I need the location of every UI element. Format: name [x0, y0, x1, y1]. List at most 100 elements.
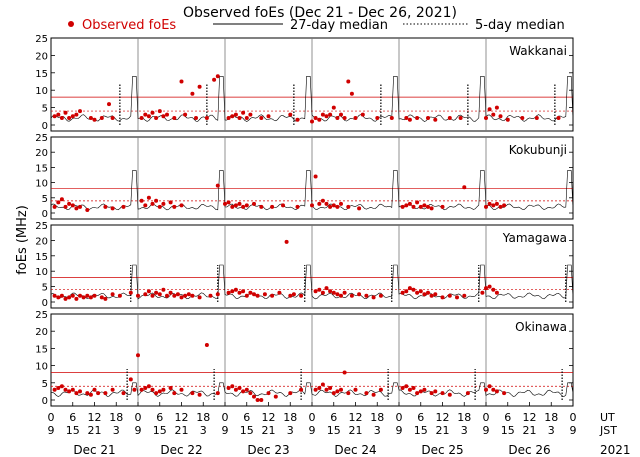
- observed-point: [429, 206, 434, 211]
- observed-point: [465, 391, 470, 396]
- observed-point: [179, 387, 184, 392]
- ut-tick-label: 12: [88, 411, 102, 424]
- jst-tick-label: 3: [374, 424, 381, 437]
- observed-point: [244, 387, 249, 392]
- observed-point: [342, 370, 347, 375]
- observed-point: [63, 204, 68, 209]
- observed-point: [244, 203, 249, 208]
- observed-point: [146, 114, 151, 119]
- observed-point: [223, 201, 227, 206]
- observed-point: [212, 77, 217, 82]
- observed-point: [146, 384, 151, 389]
- observed-point: [494, 105, 499, 110]
- observed-point: [433, 117, 438, 122]
- observed-point: [458, 116, 463, 120]
- observed-point: [498, 204, 503, 209]
- observed-point: [339, 201, 343, 206]
- observed-point: [143, 292, 148, 297]
- observed-point: [139, 116, 144, 120]
- y-tick-label: 25: [35, 34, 48, 45]
- observed-point: [346, 204, 351, 209]
- observed-point: [74, 112, 79, 117]
- observed-point: [494, 201, 499, 206]
- observed-point: [556, 116, 561, 120]
- observed-point: [67, 389, 72, 394]
- observed-point: [324, 114, 329, 119]
- observed-point: [150, 387, 155, 392]
- jst-tick-label: 15: [414, 424, 428, 437]
- observed-point: [143, 203, 148, 208]
- observed-point: [52, 387, 57, 392]
- y-tick-label: 15: [35, 163, 48, 174]
- observed-point: [491, 387, 496, 392]
- observed-point: [328, 204, 333, 209]
- observed-point: [154, 198, 159, 203]
- observed-point: [335, 292, 340, 297]
- observed-point: [404, 289, 409, 294]
- observed-point: [411, 386, 416, 390]
- day-label: Dec 26: [508, 443, 550, 457]
- observed-point: [433, 292, 438, 297]
- observed-point: [426, 290, 430, 295]
- y-tick-label: 5: [42, 194, 48, 205]
- ut-tick-label: 0: [570, 411, 577, 424]
- observed-point: [407, 117, 412, 122]
- observed-point: [190, 91, 195, 96]
- observed-point: [186, 292, 191, 297]
- observed-point: [484, 286, 488, 291]
- observed-point: [56, 112, 61, 117]
- observed-point: [88, 116, 93, 120]
- observed-point: [78, 204, 82, 209]
- observed-point: [331, 391, 336, 396]
- observed-point: [56, 295, 61, 300]
- observed-point: [295, 204, 300, 209]
- station-panel-okinawa: 0 5 10 15 20 25 Okinawa: [35, 310, 574, 407]
- observed-point: [313, 174, 318, 179]
- observed-point: [128, 377, 133, 382]
- observed-point: [150, 293, 155, 298]
- observed-point: [281, 203, 285, 208]
- observed-point: [99, 295, 104, 300]
- observed-point: [197, 392, 202, 397]
- y-tick-label: 25: [35, 310, 48, 321]
- legend: Observed foEs 27-day median 5-day median: [68, 18, 565, 33]
- observed-point: [407, 387, 412, 392]
- jst-tick-label: 9: [396, 424, 403, 437]
- observed-point: [103, 296, 108, 301]
- observed-point: [56, 386, 61, 390]
- observed-point: [400, 204, 405, 209]
- observed-point: [92, 293, 97, 298]
- observed-point: [349, 91, 354, 96]
- observed-point: [429, 391, 434, 396]
- observed-point: [92, 117, 97, 122]
- observed-point: [494, 389, 499, 394]
- observed-point: [157, 109, 162, 114]
- observed-point: [121, 204, 126, 209]
- y-tick-label: 25: [35, 221, 48, 232]
- observed-point: [339, 387, 343, 392]
- observed-point: [389, 116, 394, 120]
- ut-tick-label: 6: [330, 411, 337, 424]
- observed-point: [317, 287, 322, 292]
- observed-point: [52, 114, 57, 119]
- y-tick-label: 15: [35, 344, 48, 355]
- observed-point: [179, 295, 184, 300]
- observed-point: [179, 203, 184, 208]
- observed-point: [378, 293, 383, 298]
- observed-point: [88, 392, 93, 397]
- jst-tick-label: 9: [309, 424, 316, 437]
- jst-tick-label: 15: [327, 424, 341, 437]
- ut-tick-label: 6: [156, 411, 163, 424]
- observed-point: [422, 387, 427, 392]
- observed-point: [161, 114, 166, 119]
- y-axis-label: foEs (MHz): [15, 205, 30, 275]
- jst-tick-label: 15: [501, 424, 515, 437]
- ut-tick-label: 0: [222, 411, 229, 424]
- observed-point: [447, 116, 452, 120]
- y-tick-label: 15: [35, 252, 48, 263]
- observed-point: [375, 116, 380, 120]
- observed-point: [328, 386, 333, 390]
- ut-tick-label: 12: [436, 411, 450, 424]
- observed-point: [364, 391, 369, 396]
- observed-point: [317, 201, 322, 206]
